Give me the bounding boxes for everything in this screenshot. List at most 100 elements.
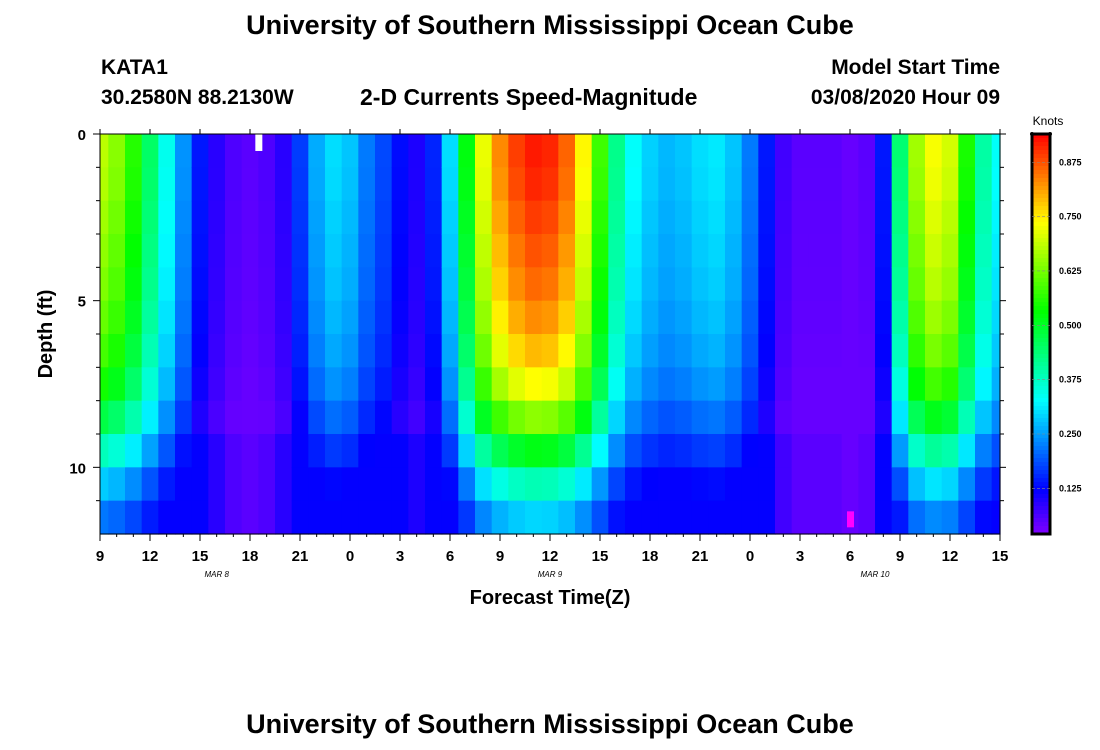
heatmap-cell	[658, 300, 676, 335]
colorbar-tick-label: 0.875	[1059, 157, 1082, 167]
heatmap-cell	[158, 200, 176, 235]
heatmap-cell	[325, 300, 343, 335]
heatmap-cell	[658, 434, 676, 468]
colorbar-segment	[1032, 454, 1050, 459]
heatmap-cell	[675, 267, 693, 302]
colorbar-segment	[1032, 146, 1050, 151]
heatmap-cell	[758, 400, 776, 435]
heatmap-cell	[941, 200, 959, 235]
heatmap-cell	[775, 434, 793, 468]
colorbar-segment	[1032, 202, 1050, 207]
heatmap-cell	[975, 234, 993, 268]
heatmap-cell	[308, 134, 326, 168]
heatmap-cell	[808, 500, 826, 535]
colorbar-segment	[1032, 498, 1050, 503]
heatmap-cell	[608, 167, 626, 202]
colorbar-segment	[1032, 290, 1050, 295]
heatmap-cell	[275, 434, 293, 468]
heatmap-cell	[891, 134, 909, 168]
heatmap-cell	[441, 234, 459, 268]
heatmap-cell	[441, 434, 459, 468]
heatmap-cell	[591, 400, 609, 435]
heatmap-cell	[125, 134, 143, 168]
heatmap-cell	[841, 167, 859, 202]
heatmap-cell	[441, 300, 459, 335]
heatmap-cell	[941, 167, 959, 202]
heatmap-cell	[708, 234, 726, 268]
heatmap-cell	[425, 134, 443, 168]
heatmap-cell	[108, 300, 126, 335]
heatmap-cell	[158, 334, 176, 368]
colorbar-segment	[1032, 314, 1050, 319]
heatmap-cell	[558, 500, 576, 535]
heatmap-cell	[258, 300, 276, 335]
colorbar-segment	[1032, 402, 1050, 407]
heatmap-cell	[858, 200, 876, 235]
heatmap-cell	[475, 300, 493, 335]
heatmap-cell	[925, 434, 943, 468]
heatmap-cell	[641, 134, 659, 168]
heatmap-cell	[491, 434, 509, 468]
colorbar-segment	[1032, 138, 1050, 143]
heatmap-cell	[158, 267, 176, 302]
colorbar-segment	[1032, 374, 1050, 379]
colorbar-segment	[1032, 526, 1050, 531]
heatmap-cell	[891, 234, 909, 268]
heatmap-cell	[358, 367, 376, 402]
heatmap-cell	[908, 300, 926, 335]
heatmap-cell	[225, 367, 243, 402]
colorbar-segment	[1032, 354, 1050, 359]
heatmap-cell	[358, 267, 376, 302]
heatmap-cell	[341, 300, 359, 335]
heatmap-cell	[408, 267, 426, 302]
heatmap-cell	[741, 300, 759, 335]
colorbar-corner	[1048, 132, 1052, 136]
heatmap-cell	[591, 200, 609, 235]
heatmap-cell	[525, 200, 543, 235]
heatmap-cell	[675, 167, 693, 202]
heatmap-cell	[541, 400, 559, 435]
colorbar-segment	[1032, 134, 1050, 139]
heatmap-cell	[358, 167, 376, 202]
heatmap-cell	[491, 500, 509, 535]
heatmap-cell	[441, 467, 459, 502]
heatmap-cell	[575, 200, 593, 235]
heatmap-cell	[941, 400, 959, 435]
heatmap-cell	[658, 267, 676, 302]
heatmap-cell	[308, 400, 326, 435]
heatmap-cell	[975, 367, 993, 402]
heatmap-cell	[708, 167, 726, 202]
heatmap-cell	[608, 400, 626, 435]
heatmap-cell	[608, 234, 626, 268]
heatmap-cell	[641, 167, 659, 202]
heatmap-cell	[508, 300, 526, 335]
heatmap-cell	[158, 434, 176, 468]
station-id: KATA1	[101, 56, 168, 79]
heatmap-cell	[441, 500, 459, 535]
heatmap-cell	[625, 334, 643, 368]
heatmap-cell	[975, 134, 993, 168]
heatmap-cell	[291, 134, 309, 168]
heatmap-cell	[358, 334, 376, 368]
heatmap-cell	[241, 400, 259, 435]
heatmap-cell	[875, 500, 893, 535]
heatmap-cell	[225, 167, 243, 202]
heatmap-cell	[925, 300, 943, 335]
heatmap-cell	[325, 200, 343, 235]
x-tick-label: 0	[346, 548, 354, 565]
heatmap-cell	[691, 234, 709, 268]
heatmap-cell	[475, 434, 493, 468]
heatmap-cell	[608, 467, 626, 502]
heatmap-cell	[458, 400, 476, 435]
heatmap-cell	[958, 500, 976, 535]
heatmap-cell	[758, 267, 776, 302]
heatmap-cell	[275, 267, 293, 302]
heatmap-cell	[258, 400, 276, 435]
heatmap-cell	[475, 500, 493, 535]
heatmap-cell	[908, 400, 926, 435]
heatmap-cell	[541, 300, 559, 335]
heatmap-cell	[308, 167, 326, 202]
heatmap-cell	[841, 267, 859, 302]
heatmap-cell	[458, 134, 476, 168]
heatmap-cell	[325, 434, 343, 468]
